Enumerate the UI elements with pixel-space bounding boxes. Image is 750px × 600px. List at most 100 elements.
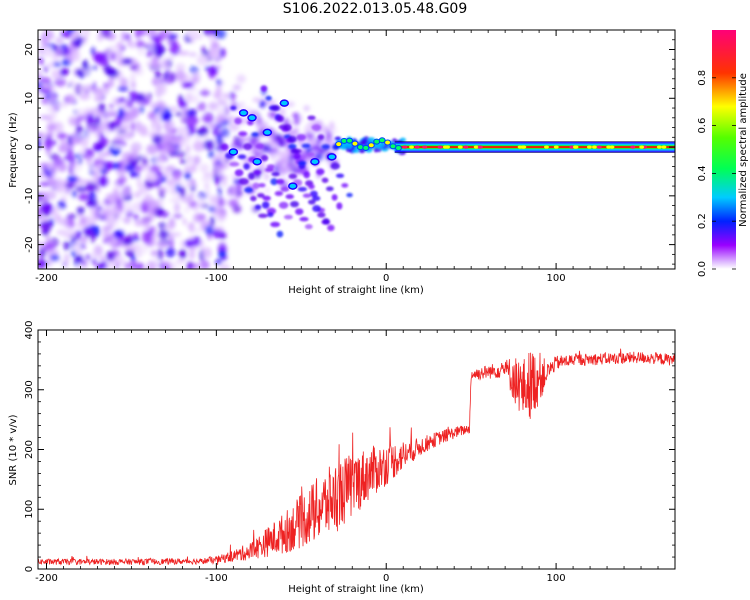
heatmap-cell — [88, 191, 97, 203]
heatmap-cell — [304, 224, 313, 230]
heatmap-cell — [175, 69, 186, 82]
heatmap-cell — [188, 261, 193, 269]
tone-onset-spot — [346, 137, 354, 144]
colorbar: 0.0 0.2 0.4 0.6 0.8 Normalized spectral ampl… — [697, 30, 749, 277]
heatmap-cell — [192, 213, 204, 223]
tone-hotspot — [569, 145, 575, 149]
heatmap-cell — [222, 92, 229, 100]
heatmap-cell — [301, 143, 311, 149]
heatmap-cell — [185, 144, 191, 154]
heatmap-cell — [92, 116, 101, 129]
heatmap-cell — [122, 100, 127, 110]
tone-hotspot — [586, 145, 592, 149]
heatmap-cell — [60, 31, 69, 37]
heatmap-cell — [308, 183, 315, 190]
heatmap-cell — [78, 193, 90, 201]
heatmap-cell — [128, 41, 137, 49]
heatmap-cell — [125, 245, 138, 252]
heatmap-cell — [46, 124, 57, 131]
heatmap-cell — [303, 171, 311, 179]
heatmap-cell — [136, 40, 145, 47]
heatmap-cell — [246, 149, 255, 155]
heatmap-cell — [114, 221, 120, 229]
heatmap-cell — [283, 124, 292, 131]
heatmap-cell — [118, 204, 124, 210]
tone-hotspot — [656, 145, 662, 149]
heatmap-cell — [101, 231, 109, 238]
heatmap-cell — [187, 222, 195, 230]
heatmap-cell — [179, 186, 186, 198]
heatmap-cell — [221, 177, 228, 187]
heatmap-cell — [283, 214, 293, 220]
heatmap-cell — [204, 65, 210, 71]
heatmap-cell — [165, 179, 174, 187]
heatmap-cell — [330, 162, 341, 170]
heatmap-cell — [89, 166, 99, 172]
heatmap-cell — [303, 105, 310, 112]
heatmap-cell — [85, 216, 97, 225]
heatmap-cell — [38, 192, 43, 204]
heatmap-cell — [98, 154, 103, 161]
heatmap-cell — [85, 127, 92, 140]
heatmap-cell — [58, 101, 69, 108]
heatmap-cell — [79, 235, 88, 244]
heatmap-cell — [149, 164, 160, 174]
heatmap-cell — [99, 259, 108, 269]
heatmap-cell — [178, 101, 188, 108]
heatmap-cell — [311, 124, 322, 131]
heatmap-cell — [108, 45, 119, 50]
heatmap-cell — [74, 53, 81, 62]
heatmap-cell — [46, 161, 53, 172]
heatmap-cell — [230, 187, 238, 196]
heatmap-cell — [190, 163, 197, 173]
heatmap-cell — [223, 105, 230, 117]
colorbar-tick-label: 0.0 — [697, 261, 708, 277]
heatmap-cell — [307, 115, 316, 121]
heatmap-cell — [270, 221, 281, 228]
heatmap-cell — [151, 55, 160, 68]
heatmap-cell — [192, 140, 205, 152]
heatmap-cell — [86, 203, 98, 208]
heatmap-cell — [229, 122, 240, 132]
tone-hotspot — [661, 145, 667, 149]
heatmap-cell — [100, 110, 112, 120]
heatmap-cell — [228, 91, 236, 101]
heatmap-cell — [55, 37, 64, 44]
heatmap-cell — [304, 124, 313, 134]
heatmap-cell — [238, 131, 248, 137]
heatmap-cell — [156, 122, 162, 134]
heatmap-cell — [208, 195, 220, 204]
heatmap-cell — [68, 218, 75, 229]
tone-hotspot — [402, 145, 408, 149]
heatmap-cell — [185, 92, 193, 104]
heatmap-cell — [327, 224, 335, 232]
heatmap-cell — [297, 186, 308, 192]
heatmap-frame — [37, 29, 676, 270]
heatmap-cell — [295, 208, 304, 215]
heatmap-cell — [190, 35, 195, 44]
heatmap-cell — [117, 107, 125, 120]
x-tick-label: -100 — [205, 573, 228, 584]
heatmap-cell — [114, 183, 121, 191]
snr-y-ticks: 0 100 200 300 400 — [24, 320, 675, 572]
heatmap-cell — [221, 143, 229, 151]
heatmap-cell — [79, 93, 91, 101]
heatmap-cell — [200, 125, 208, 135]
tone-onset-spot — [394, 145, 402, 152]
heatmap-cell — [38, 216, 48, 223]
heatmap-cell — [169, 184, 176, 196]
heatmap-cell — [267, 99, 276, 106]
heatmap-y-axis-label: Frequency (Hz) — [8, 112, 19, 188]
heatmap-cell — [203, 172, 212, 177]
heatmap-cell — [61, 68, 70, 75]
heatmap-cell — [238, 178, 249, 185]
tone-hotspot — [445, 145, 451, 149]
heatmap-cell — [165, 122, 171, 134]
tone-core — [399, 146, 675, 149]
heatmap-cell — [71, 136, 82, 145]
heatmap-cell — [312, 195, 321, 201]
x-tick-label: 100 — [547, 573, 566, 584]
heatmap-cell — [111, 190, 122, 200]
heatmap-cell — [132, 260, 140, 266]
heatmap-cell — [44, 203, 53, 211]
